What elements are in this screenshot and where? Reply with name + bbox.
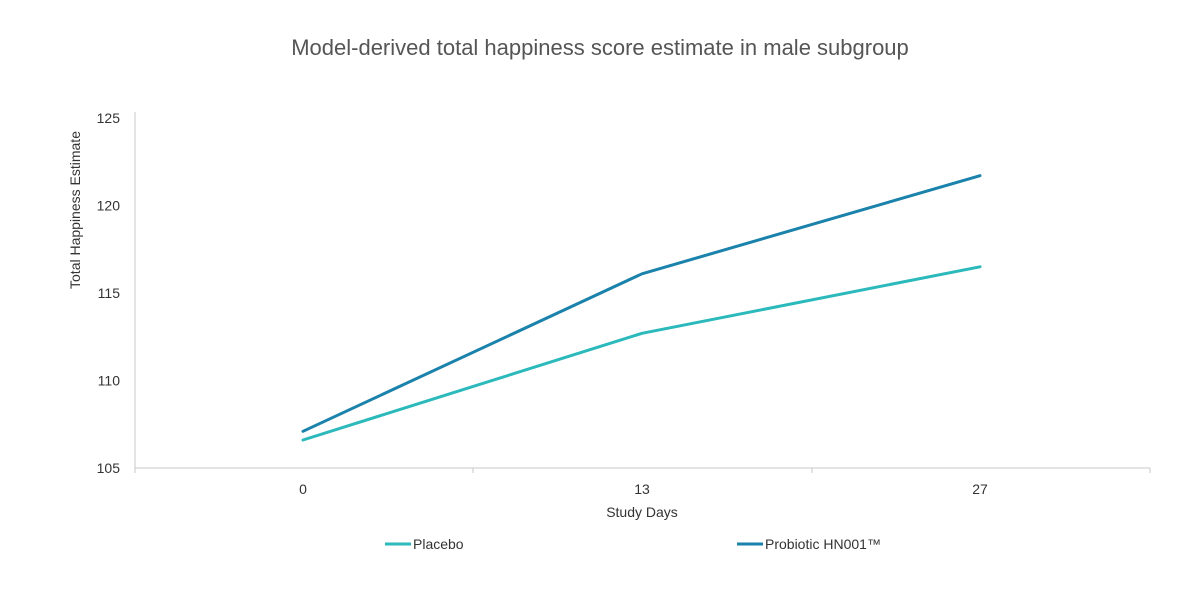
y-axis-label: Total Happiness Estimate [67,131,83,289]
y-tick-label: 105 [97,460,121,476]
x-axis: 0 13 27 [134,467,1151,497]
series-group [301,174,982,442]
x-tick-label: 27 [972,481,988,497]
x-tick-label: 0 [299,481,307,497]
chart-title: Model-derived total happiness score esti… [291,35,909,60]
y-tick-label: 125 [97,110,121,126]
x-tick-label: 13 [634,481,650,497]
series-line-placebo [301,265,982,442]
y-axis: 105 110 115 120 125 [97,110,136,476]
y-tick-label: 115 [98,285,121,301]
y-tick-label: 110 [98,373,121,389]
y-tick-label: 120 [97,198,121,214]
legend-label: Probiotic HN001™ [765,536,881,552]
legend: Placebo Probiotic HN001™ [385,536,881,552]
x-axis-label: Study Days [606,504,678,520]
legend-label: Placebo [413,536,464,552]
series-line-probiotic [301,174,982,433]
